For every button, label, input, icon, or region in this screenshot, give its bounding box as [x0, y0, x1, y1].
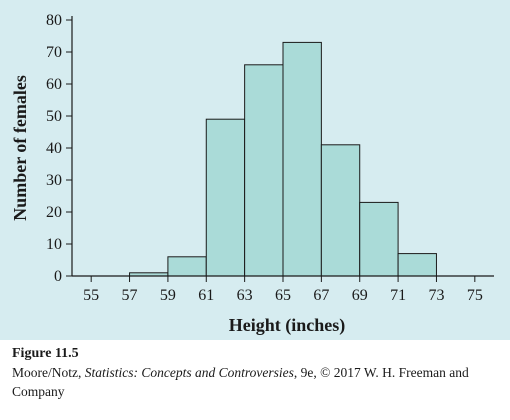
- x-tick-label: 71: [390, 287, 406, 304]
- y-tick-label: 20: [46, 204, 62, 221]
- y-tick-label: 30: [46, 172, 62, 189]
- figure-credit: Moore/Notz, Statistics: Concepts and Con…: [12, 363, 502, 401]
- histogram-bar: [282, 41, 322, 277]
- bars-group: [129, 41, 437, 277]
- y-tick-label: 80: [46, 12, 62, 29]
- histogram-bar: [320, 144, 361, 277]
- credit-book-title: Statistics: Concepts and Controversies: [84, 365, 294, 380]
- x-tick-label: 59: [160, 287, 176, 304]
- y-tick-label: 40: [46, 140, 62, 157]
- credit-suffix: , 9e, © 2017 W. H. Freeman and Company: [12, 365, 469, 399]
- histogram-bar: [397, 253, 437, 277]
- histogram-bar: [359, 201, 399, 277]
- y-axis-title: Number of females: [10, 75, 30, 221]
- figure-label: Figure 11.5: [12, 346, 79, 361]
- histogram-bar: [244, 64, 284, 277]
- y-tick-label: 50: [46, 108, 62, 125]
- figure-panel: 0 10 20 30 40 50 60 70 80 55 57 59 61 63 65 67 69 71 73 75 …: [0, 0, 510, 340]
- histogram-bar: [167, 256, 207, 277]
- credit-prefix: Moore/Notz,: [12, 365, 85, 380]
- x-tick-label: 69: [352, 287, 368, 304]
- histogram-bar: [205, 118, 246, 277]
- y-tick-label: 60: [46, 76, 62, 93]
- y-tick-label: 0: [54, 268, 62, 285]
- x-tick-label: 73: [428, 287, 444, 304]
- x-tick-label: 63: [237, 287, 253, 304]
- x-tick-label: 65: [275, 287, 291, 304]
- figure-caption: Figure 11.5 Moore/Notz, Statistics: Conc…: [12, 344, 502, 401]
- y-tick-label: 10: [46, 236, 62, 253]
- x-tick-label: 55: [83, 287, 99, 304]
- axes-group: 0 10 20 30 40 50 60 70 80 55 57 59 61 63 65 67 69 71 73 75: [46, 12, 494, 304]
- x-tick-label: 75: [467, 287, 483, 304]
- x-tick-label: 67: [313, 287, 329, 304]
- y-tick-label: 70: [46, 44, 62, 61]
- x-tick-label: 57: [122, 287, 138, 304]
- x-axis-title: Height (inches): [229, 315, 346, 336]
- x-tick-label: 61: [198, 287, 214, 304]
